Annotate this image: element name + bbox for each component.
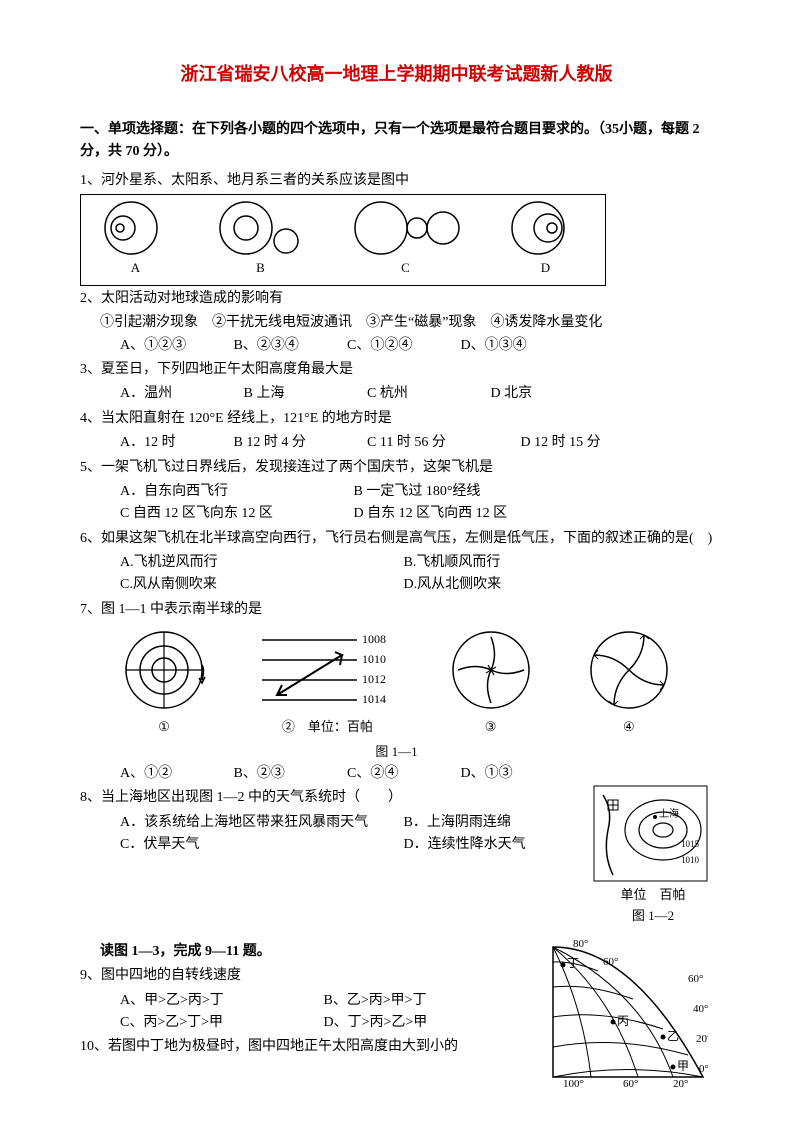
q6-opt-a: A.飞机逆风而行	[120, 552, 400, 574]
q5-opt-a: A．自东向西飞行	[120, 481, 350, 503]
q4-opt-d: D 12 时 15 分	[521, 432, 601, 454]
question-2: 2、太阳活动对地球造成的影响有	[80, 288, 713, 310]
q1-label-b: B	[216, 258, 306, 279]
q3-opt-c: C 杭州	[367, 383, 487, 405]
iso-1012: 1012	[362, 672, 386, 686]
q1-label-a: A	[101, 258, 171, 279]
svg-text:乙: 乙	[667, 1029, 679, 1043]
svg-text:20°: 20°	[696, 1033, 708, 1045]
q7-unit: 单位：百帕	[308, 719, 373, 734]
svg-text:40°: 40°	[693, 1003, 708, 1015]
svg-text:60°: 60°	[623, 1078, 638, 1087]
q2-items: ①引起潮汐现象 ②干扰无线电短波通讯 ③产生“磁暴”现象 ④诱发降水量变化	[80, 312, 713, 334]
q2-opt-c: C、①②④	[347, 335, 457, 357]
q2-options: A、①②③ B、②③④ C、①②④ D、①③④	[80, 335, 713, 357]
figure-1-1-label: 图 1—1	[80, 742, 713, 763]
question-6: 6、如果这架飞机在北半球高空向西行，飞行员右侧是高气压，左侧是低气压，下面的叙述…	[80, 528, 713, 550]
question-7: 7、图 1—1 中表示南半球的是	[80, 599, 713, 621]
page-title: 浙江省瑞安八校高一地理上学期期中联考试题新人教版	[80, 60, 713, 89]
q8-opt-d: D．连续性降水天气	[404, 834, 526, 856]
q6-opt-d: D.风从北侧吹来	[404, 574, 502, 596]
q5-options-2: C 自西 12 区飞向东 12 区 D 自东 12 区飞向西 12 区	[80, 503, 713, 525]
q4-opt-c: C 11 时 56 分	[367, 432, 517, 454]
figure-1-1: ① 1008 1010 1012 1014 ② 单位：百帕 ③	[80, 625, 713, 738]
q3-opt-b: B 上海	[244, 383, 364, 405]
q7-options: A、①② B、②③ C、②④ D、①③	[80, 763, 713, 785]
svg-text:丁: 丁	[567, 956, 579, 970]
svg-text:0°: 0°	[699, 1063, 708, 1075]
q9-opt-b: B、乙>丙>甲>丁	[324, 990, 427, 1012]
q3-opt-d: D 北京	[491, 383, 533, 405]
question-4: 4、当太阳直射在 120°E 经线上，121°E 的地方时是	[80, 408, 713, 430]
figure-1-2: 上海 1015 1010 单位 百帕 图 1—2	[593, 785, 713, 927]
svg-text:80°: 80°	[573, 938, 588, 950]
svg-text:20°: 20°	[673, 1078, 688, 1087]
q9-opt-d: D、丁>丙>乙>甲	[324, 1012, 428, 1034]
q3-opt-a: A．温州	[120, 383, 240, 405]
svg-text:甲: 甲	[677, 1059, 689, 1073]
q4-opt-b: B 12 时 4 分	[234, 432, 364, 454]
svg-text:1015: 1015	[681, 839, 700, 849]
q7-opt-a: A、①②	[120, 763, 230, 785]
section-heading: 一、单项选择题：在下列各小题的四个选项中，只有一个选项是最符合题目要求的。（35…	[80, 119, 713, 164]
q1-figure: A B C D	[80, 194, 606, 286]
q9-opt-a: A、甲>乙>丙>丁	[120, 990, 320, 1012]
q7-num-2: ②	[282, 719, 295, 734]
q8-opt-a: A．该系统给上海地区带来狂风暴雨天气	[120, 812, 400, 834]
q4-opt-a: A．12 时	[120, 432, 230, 454]
q8-opt-b: B．上海阴雨连绵	[404, 812, 511, 834]
q3-options: A．温州 B 上海 C 杭州 D 北京	[80, 383, 713, 405]
q2-opt-a: A、①②③	[120, 335, 230, 357]
fig-1-2-label: 图 1—2	[593, 906, 713, 927]
q1-label-d: D	[506, 258, 586, 279]
q6-options-2: C.风从南侧吹来 D.风从北侧吹来	[80, 574, 713, 596]
q7-num-1: ①	[119, 717, 209, 738]
iso-1008: 1008	[362, 632, 386, 646]
q5-options-1: A．自东向西飞行 B 一定飞过 180°经线	[80, 481, 713, 503]
q2-opt-b: B、②③④	[234, 335, 344, 357]
iso-1014: 1014	[362, 692, 386, 706]
q7-opt-b: B、②③	[234, 763, 344, 785]
q1-label-c: C	[351, 258, 461, 279]
question-5: 5、一架飞机飞过日界线后，发现接连过了两个国庆节，这架飞机是	[80, 457, 713, 479]
fig-1-2-unit: 单位 百帕	[593, 885, 713, 906]
figure-1-3: 80° 60° 60° 40° 20° 0° 100° 60° 20° 丁 丙 …	[543, 937, 713, 1087]
q2-opt-d: D、①③④	[461, 335, 527, 357]
svg-text:1010: 1010	[681, 855, 700, 865]
q7-opt-c: C、②④	[347, 763, 457, 785]
svg-text:100°: 100°	[563, 1078, 584, 1087]
q7-num-3: ③	[446, 717, 536, 738]
svg-text:60°: 60°	[603, 956, 618, 968]
question-1: 1、河外星系、太阳系、地月系三者的关系应该是图中	[80, 170, 713, 192]
question-3: 3、夏至日，下列四地正午太阳高度角最大是	[80, 359, 713, 381]
q4-options: A．12 时 B 12 时 4 分 C 11 时 56 分 D 12 时 15 …	[80, 432, 713, 454]
q7-num-4: ④	[584, 717, 674, 738]
svg-text:上海: 上海	[659, 807, 679, 820]
q6-options-1: A.飞机逆风而行 B.飞机顺风而行	[80, 552, 713, 574]
q5-opt-d: D 自东 12 区飞向西 12 区	[354, 503, 508, 525]
q6-opt-c: C.风从南侧吹来	[120, 574, 400, 596]
q7-opt-d: D、①③	[461, 763, 513, 785]
svg-text:丙: 丙	[617, 1014, 629, 1028]
q6-opt-b: B.飞机顺风而行	[404, 552, 501, 574]
q9-opt-c: C、丙>乙>丁>甲	[120, 1012, 320, 1034]
q5-opt-b: B 一定飞过 180°经线	[354, 481, 481, 503]
svg-text:60°: 60°	[688, 973, 703, 985]
q8-opt-c: C．伏旱天气	[120, 834, 400, 856]
q5-opt-c: C 自西 12 区飞向东 12 区	[120, 503, 350, 525]
iso-1010: 1010	[362, 652, 386, 666]
